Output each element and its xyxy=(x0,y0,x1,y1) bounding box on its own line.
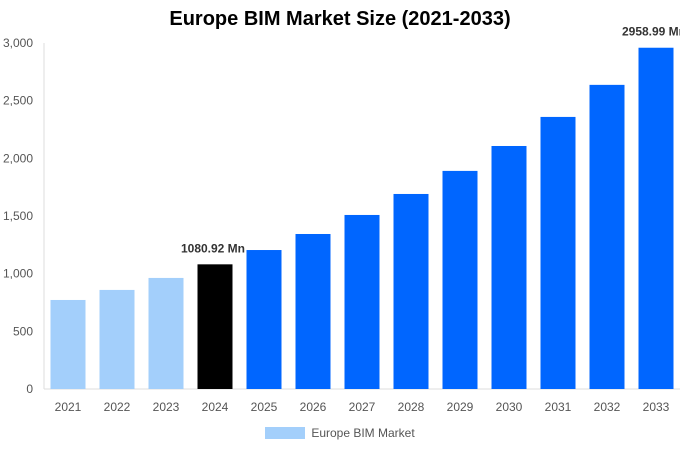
bar-2025 xyxy=(246,250,282,389)
y-tick-label: 1,500 xyxy=(3,209,33,223)
y-tick-label: 0 xyxy=(26,382,33,396)
bar-2029 xyxy=(442,170,478,389)
bar-2028 xyxy=(393,193,429,389)
x-tick-label: 2032 xyxy=(594,400,621,414)
data-label-2033: 2958.99 Mn xyxy=(622,25,680,39)
legend-label: Europe BIM Market xyxy=(311,426,415,440)
bar-2022 xyxy=(99,289,135,389)
x-tick-label: 2025 xyxy=(251,400,278,414)
bar-2024 xyxy=(197,264,233,389)
bar-2030 xyxy=(491,145,527,389)
chart-title: Europe BIM Market Size (2021-2033) xyxy=(169,8,511,30)
bar-2031 xyxy=(540,116,576,390)
bar-2027 xyxy=(344,214,380,389)
x-tick-label: 2023 xyxy=(153,400,180,414)
y-tick-label: 2,000 xyxy=(3,151,33,165)
x-tick-label: 2033 xyxy=(643,400,670,414)
data-label-2024: 1080.92 Mn xyxy=(181,241,245,255)
x-tick-label: 2021 xyxy=(55,400,82,414)
bar-2032 xyxy=(589,84,625,389)
y-tick-label: 500 xyxy=(13,324,33,338)
x-tick-label: 2031 xyxy=(545,400,572,414)
bar-chart: 0 500 1,000 1,500 2,000 2,500 3,000 2021 2022 202… xyxy=(3,25,680,414)
bar-2021 xyxy=(50,299,86,389)
x-tick-label: 2029 xyxy=(447,400,474,414)
x-tick-label: 2027 xyxy=(349,400,376,414)
x-tick-label: 2030 xyxy=(496,400,523,414)
x-tick-label: 2026 xyxy=(300,400,327,414)
legend[interactable]: Europe BIM Market xyxy=(0,426,680,440)
y-tick-label: 1,000 xyxy=(3,267,33,281)
bar-2033 xyxy=(638,47,674,389)
x-tick-label: 2022 xyxy=(104,400,131,414)
bar-2023 xyxy=(148,277,184,389)
y-tick-label: 2,500 xyxy=(3,94,33,108)
x-tick-label: 2028 xyxy=(398,400,425,414)
x-tick-label: 2024 xyxy=(202,400,229,414)
y-tick-label: 3,000 xyxy=(3,36,33,50)
bar-2026 xyxy=(295,233,331,389)
legend-swatch xyxy=(265,427,306,439)
